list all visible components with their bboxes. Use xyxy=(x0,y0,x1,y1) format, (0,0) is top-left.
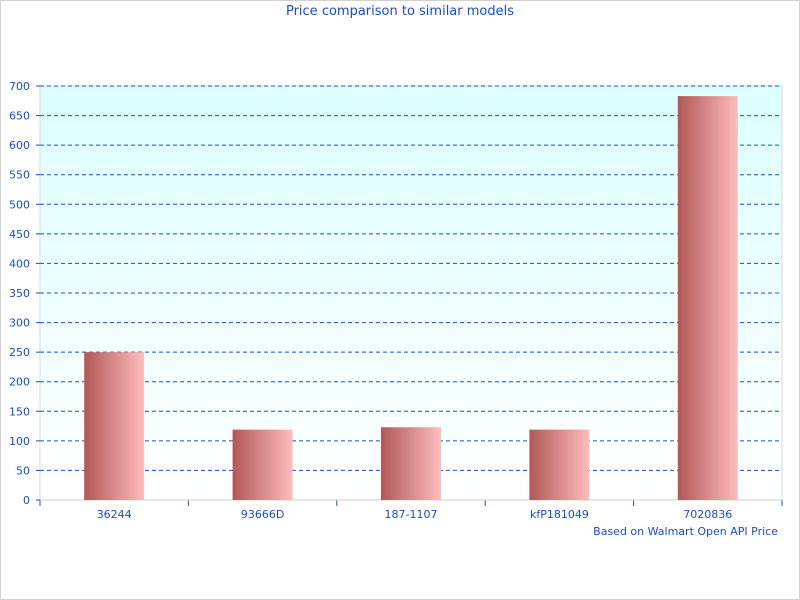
y-tick-label: 700 xyxy=(9,80,30,93)
y-tick-label: 500 xyxy=(9,198,30,211)
y-tick-label: 300 xyxy=(9,317,30,330)
y-tick-label: 550 xyxy=(9,169,30,182)
y-tick-label: 250 xyxy=(9,346,30,359)
x-tick-label: 7020836 xyxy=(683,508,732,521)
y-tick-label: 100 xyxy=(9,435,30,448)
y-tick-label: 150 xyxy=(9,405,30,418)
y-tick-label: 50 xyxy=(16,464,30,477)
y-tick-label: 450 xyxy=(9,228,30,241)
y-tick-label: 650 xyxy=(9,110,30,123)
y-tick-label: 350 xyxy=(9,287,30,300)
y-tick-label: 400 xyxy=(9,257,30,270)
chart-annotation: Based on Walmart Open API Price xyxy=(593,525,778,538)
x-tick-label: 93666D xyxy=(241,508,284,521)
bar xyxy=(381,427,441,500)
y-tick-label: 0 xyxy=(23,494,30,507)
x-tick-label: 36244 xyxy=(97,508,132,521)
x-tick-label: kfP181049 xyxy=(530,508,589,521)
y-tick-label: 200 xyxy=(9,376,30,389)
bar xyxy=(677,96,738,500)
x-tick-label: 187-1107 xyxy=(385,508,438,521)
chart-title: Price comparison to similar models xyxy=(285,4,515,19)
bar xyxy=(529,429,590,500)
bar xyxy=(84,352,145,500)
y-tick-label: 600 xyxy=(9,139,30,152)
bar xyxy=(232,429,293,500)
